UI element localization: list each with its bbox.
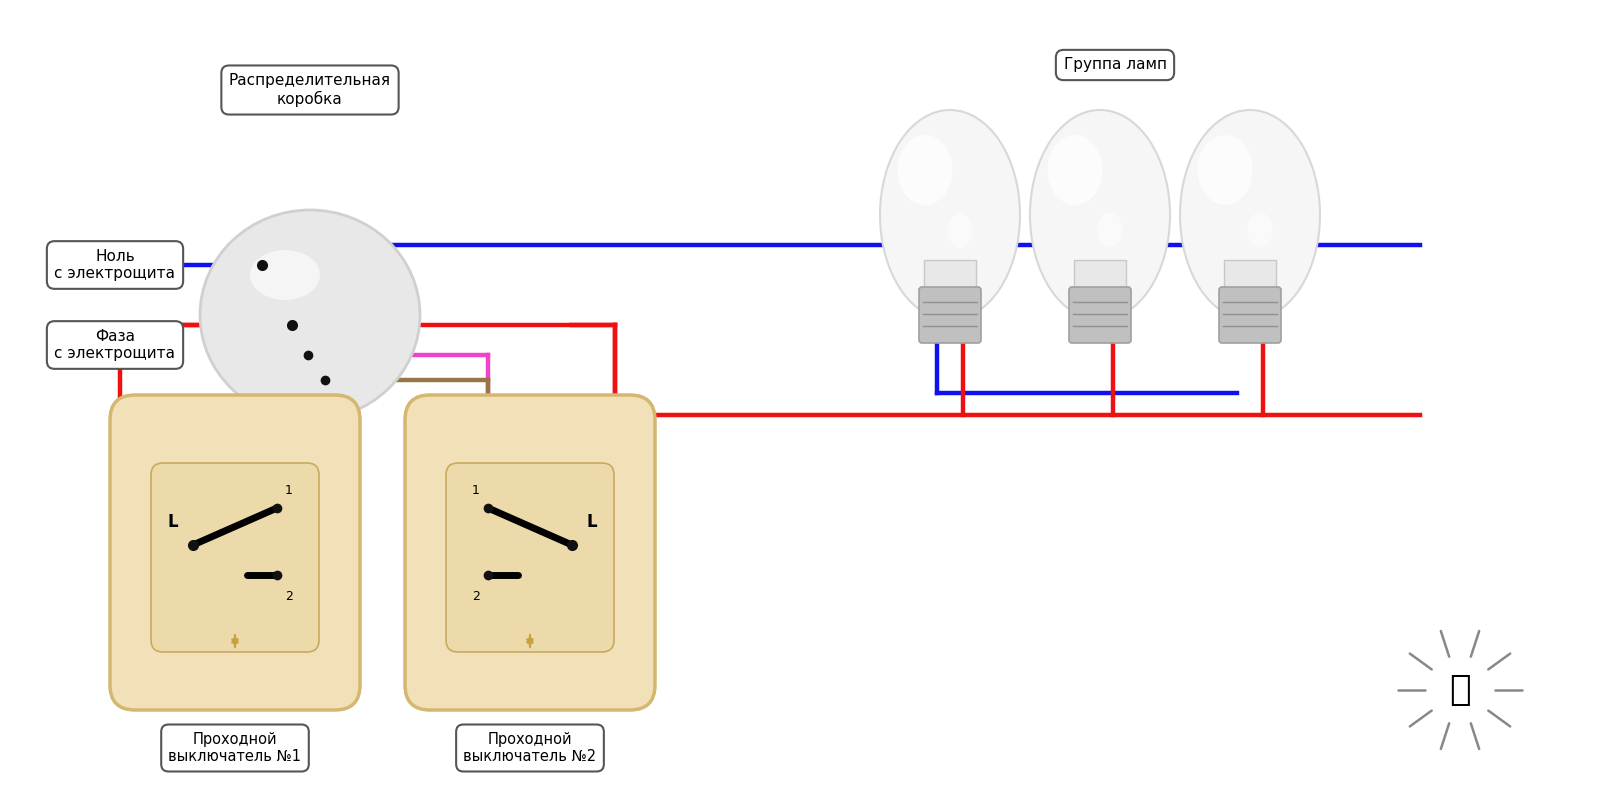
Ellipse shape [1030,110,1170,320]
Ellipse shape [1048,135,1102,205]
FancyBboxPatch shape [446,463,614,652]
FancyBboxPatch shape [918,287,981,343]
FancyBboxPatch shape [925,260,976,295]
Ellipse shape [200,210,419,420]
Ellipse shape [880,110,1021,320]
Text: 2: 2 [472,590,480,603]
Text: L: L [587,513,597,531]
Text: Распределительная
коробка: Распределительная коробка [229,73,390,107]
FancyBboxPatch shape [405,395,654,710]
Text: Ноль
с электрощита: Ноль с электрощита [54,249,176,282]
Text: 🤞: 🤞 [1450,673,1470,707]
Text: Группа ламп: Группа ламп [1064,58,1166,73]
Ellipse shape [1098,213,1123,247]
Text: 1: 1 [472,483,480,497]
FancyBboxPatch shape [1219,287,1282,343]
Ellipse shape [1248,213,1272,247]
FancyBboxPatch shape [1074,260,1126,295]
Ellipse shape [1181,110,1320,320]
Text: Фаза
с электрощита: Фаза с электрощита [54,329,176,362]
Text: 1: 1 [285,483,293,497]
FancyBboxPatch shape [1224,260,1277,295]
Ellipse shape [898,135,952,205]
FancyBboxPatch shape [150,463,318,652]
FancyBboxPatch shape [1069,287,1131,343]
Ellipse shape [250,250,320,300]
Text: Проходной
выключатель №1: Проходной выключатель №1 [168,732,301,764]
Ellipse shape [947,213,973,247]
Text: L: L [168,513,178,531]
Text: 2: 2 [285,590,293,603]
FancyBboxPatch shape [110,395,360,710]
Ellipse shape [1197,135,1253,205]
Text: Проходной
выключатель №2: Проходной выключатель №2 [464,732,597,764]
